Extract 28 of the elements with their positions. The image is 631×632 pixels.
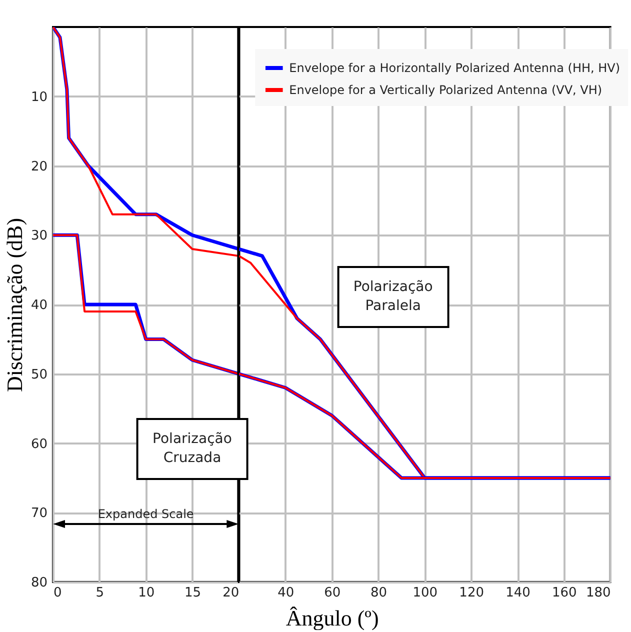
x-tick-label: 20 xyxy=(222,586,240,600)
annotation: Polarização Cruzada xyxy=(136,418,248,480)
annotation: Polarização Paralela xyxy=(337,266,449,328)
x-tick-label: 140 xyxy=(506,586,530,600)
x-tick-label: 0 xyxy=(54,586,62,600)
x-tick-label: 180 xyxy=(586,586,611,600)
y-tick-label: 50 xyxy=(30,367,48,382)
x-axis-title: Ângulo (º) xyxy=(286,606,379,630)
y-tick-label: 40 xyxy=(30,298,48,313)
y-tick-label: 70 xyxy=(30,506,48,522)
y-tick-label: 10 xyxy=(30,90,48,105)
y-axis-title: Discriminação (dB) xyxy=(2,218,27,392)
x-tick-label: 120 xyxy=(459,586,484,600)
x-tick-label: 60 xyxy=(324,586,341,600)
x-tick-label: 40 xyxy=(278,586,294,600)
y-tick-label: 80 xyxy=(30,576,48,590)
y-tick-label: 60 xyxy=(30,436,48,452)
x-tick-label: 80 xyxy=(370,586,388,600)
legend-label: Envelope for a Vertically Polarized Antenna (VV, VH) xyxy=(289,83,602,97)
y-tick-label: 30 xyxy=(30,228,48,244)
legend-label: Envelope for a Horizontally Polarized Antenna (HH, HV) xyxy=(289,61,620,75)
x-tick-label: 15 xyxy=(184,586,202,600)
x-tick-label: 5 xyxy=(96,586,104,600)
x-tick-label: 160 xyxy=(552,586,577,600)
annotation: Expanded Scale xyxy=(98,506,194,521)
y-tick-label: 20 xyxy=(30,159,48,174)
x-tick-label: 10 xyxy=(138,586,155,600)
x-tick-label: 100 xyxy=(412,586,438,600)
